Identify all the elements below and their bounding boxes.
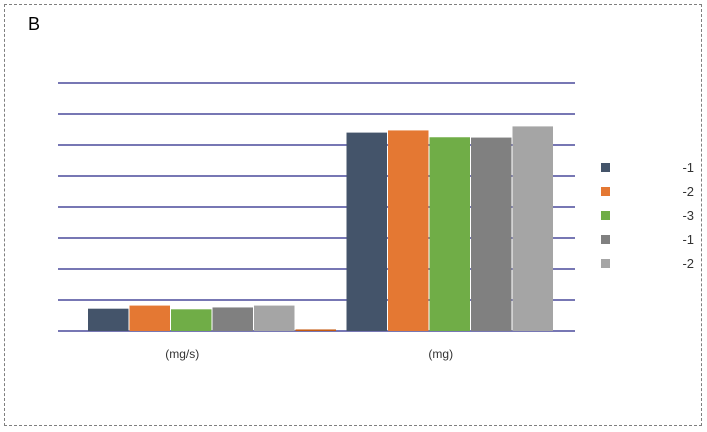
legend-swatch-0 [601,163,610,172]
bar-0-4 [254,305,295,331]
bar-1-3 [471,137,512,331]
bar-1-4 [512,126,553,332]
bar-0-2 [171,309,212,331]
legend-swatch-1 [601,187,610,196]
bar-0-3 [212,307,253,331]
legend-swatch-3 [601,235,610,244]
figure-frame [4,4,702,426]
x-tick-label-0: (mg/s) [165,347,199,361]
x-tick-labels: (mg/s) (mg) [165,347,453,361]
bars [88,126,553,332]
panel-label: B [28,14,41,34]
bar-1-1 [388,130,429,331]
legend: -1 -2 -3 -1 -2 [601,160,694,271]
bar-1-2 [429,137,470,331]
x-tick-label-1: (mg) [428,347,453,361]
legend-label-0: -1 [682,160,694,175]
legend-label-2: -3 [682,208,694,223]
legend-label-3: -1 [682,232,694,247]
bar-1-0 [346,132,387,331]
bar-0-0 [88,308,129,331]
legend-label-4: -2 [682,256,694,271]
legend-swatch-4 [601,259,610,268]
legend-swatch-2 [601,211,610,220]
bar-0-1 [129,305,170,331]
bar-0-5 [295,329,336,331]
legend-label-1: -2 [682,184,694,199]
